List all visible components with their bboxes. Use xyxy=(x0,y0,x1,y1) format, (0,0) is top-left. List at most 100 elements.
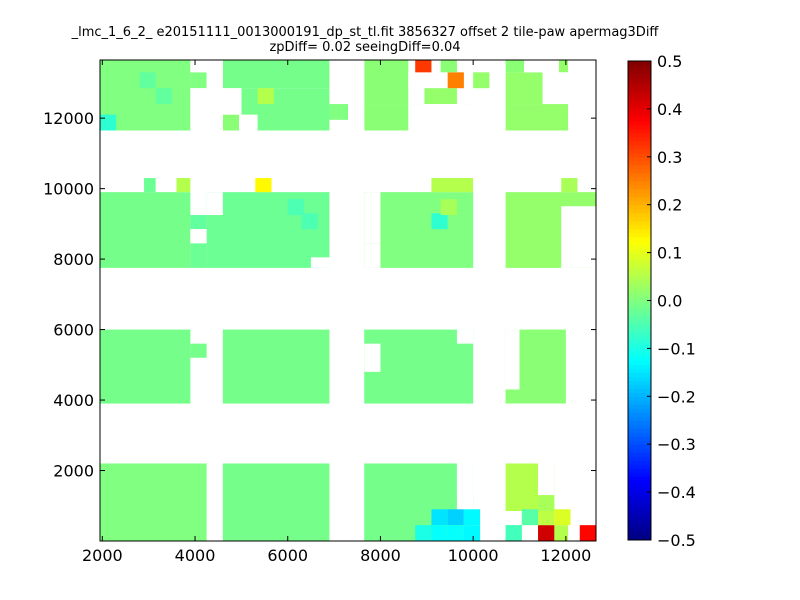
colorbar-segment xyxy=(628,335,651,341)
colorbar-segment xyxy=(628,184,651,190)
y-tick-label: 8000 xyxy=(53,250,94,269)
colorbar-segment xyxy=(628,495,651,501)
colorbar-segment xyxy=(628,140,651,146)
empty-region xyxy=(364,343,381,372)
colorbar-segment xyxy=(628,515,651,521)
empty-region xyxy=(222,88,242,115)
empty-region xyxy=(521,525,539,541)
colorbar-segment xyxy=(628,435,651,441)
colorbar-segment xyxy=(628,100,651,106)
heatmap-block xyxy=(222,329,330,404)
colorbar-tick-label: 0.1 xyxy=(657,244,682,263)
heatmap-cell xyxy=(463,509,481,526)
heatmap-block xyxy=(206,192,330,268)
colorbar-segment xyxy=(628,172,651,178)
colorbar-segment xyxy=(628,463,651,469)
colorbar-segment xyxy=(628,268,651,274)
heatmap-cell xyxy=(440,199,457,216)
colorbar-segment xyxy=(628,535,651,541)
colorbar-segment xyxy=(628,136,651,142)
x-tick-label: 10000 xyxy=(448,546,499,565)
empty-region xyxy=(329,119,348,131)
colorbar-tick-label: −0.1 xyxy=(657,339,696,358)
colorbar-segment xyxy=(628,431,651,437)
colorbar-segment xyxy=(628,391,651,397)
colorbar-segment xyxy=(628,475,651,481)
colorbar-segment xyxy=(628,96,651,102)
heatmap-block xyxy=(190,243,207,268)
colorbar-segment xyxy=(628,196,651,202)
colorbar-tick-label: 0.5 xyxy=(657,52,682,71)
heatmap-block xyxy=(144,178,156,193)
colorbar-segment xyxy=(628,288,651,294)
heatmap-cell xyxy=(301,213,318,230)
colorbar-segment xyxy=(628,292,651,298)
heatmap-block xyxy=(431,178,474,193)
heatmap-block xyxy=(561,178,578,193)
colorbar-segment xyxy=(628,371,651,377)
colorbar-segment xyxy=(628,224,651,230)
heatmap-block xyxy=(222,463,330,541)
y-tick-label: 10000 xyxy=(43,180,94,199)
heatmap-block xyxy=(424,88,457,105)
heatmap-block xyxy=(190,215,207,230)
empty-region xyxy=(190,60,223,73)
heatmap-block xyxy=(222,60,330,89)
colorbar-segment xyxy=(628,164,651,170)
colorbar-segment xyxy=(628,415,651,421)
heatmap-block xyxy=(505,104,569,131)
colorbar-segment xyxy=(628,260,651,266)
colorbar-segment xyxy=(628,168,651,174)
colorbar-segment xyxy=(628,76,651,82)
colorbar-segment xyxy=(628,68,651,74)
heatmap-block xyxy=(100,463,207,541)
empty-region xyxy=(456,329,474,344)
heatmap-block xyxy=(558,60,569,73)
colorbar-segment xyxy=(628,72,651,78)
heatmap-block xyxy=(364,329,474,404)
colorbar-tick-label: −0.4 xyxy=(657,483,696,502)
heatmap-block xyxy=(364,60,409,105)
x-tick-label: 8000 xyxy=(360,546,401,565)
empty-region xyxy=(473,403,596,464)
x-tick-label: 2000 xyxy=(82,546,123,565)
colorbar-segment xyxy=(628,319,651,325)
colorbar-tick-label: −0.5 xyxy=(657,531,696,550)
heatmap-cell xyxy=(287,199,304,216)
colorbar-segment xyxy=(628,343,651,349)
heatmap-cell xyxy=(579,525,596,541)
colorbar-segment xyxy=(628,323,651,329)
colorbar-segment xyxy=(628,152,651,158)
empty-region xyxy=(329,192,348,244)
heatmap-block xyxy=(100,192,191,268)
colorbar-segment xyxy=(628,423,651,429)
colorbar-segment xyxy=(628,80,651,86)
colorbar-segment xyxy=(628,355,651,361)
heatmap-block xyxy=(190,343,207,358)
y-tick-label: 12000 xyxy=(43,109,94,128)
colorbar-segment xyxy=(628,248,651,254)
colorbar-segment xyxy=(628,148,651,154)
colorbar-segment xyxy=(628,395,651,401)
colorbar-segment xyxy=(628,236,651,242)
colorbar-segment xyxy=(628,256,651,262)
axes: 2000 4000 6000 8000 10000 12000 2000 4000 6000 80… xyxy=(43,60,596,565)
heatmap-cell xyxy=(447,509,464,526)
colorbar-segment xyxy=(628,132,651,138)
colorbar: 0.5 0.4 0.3 0.2 0.1 0.0 −0.1 −0.2 −0.3 −0.4 −0.5 xyxy=(627,52,696,550)
colorbar-segment xyxy=(628,124,651,130)
chart-title-line-1: _lmc_1_6_2_ e20151111_0013000191_dp_st_t… xyxy=(71,25,659,40)
heatmap-block xyxy=(505,72,543,105)
heatmap-cell xyxy=(257,88,274,105)
colorbar-segment xyxy=(628,339,651,345)
colorbar-segment xyxy=(628,108,651,114)
colorbar-segment xyxy=(628,487,651,493)
colorbar-segment xyxy=(628,331,651,337)
colorbar-segment xyxy=(628,232,651,238)
colorbar-segment xyxy=(628,240,651,246)
colorbar-segment xyxy=(628,284,651,290)
colorbar-segment xyxy=(628,411,651,417)
colorbar-segment xyxy=(628,84,651,90)
colorbar-segment xyxy=(628,403,651,409)
colorbar-segment xyxy=(628,427,651,433)
